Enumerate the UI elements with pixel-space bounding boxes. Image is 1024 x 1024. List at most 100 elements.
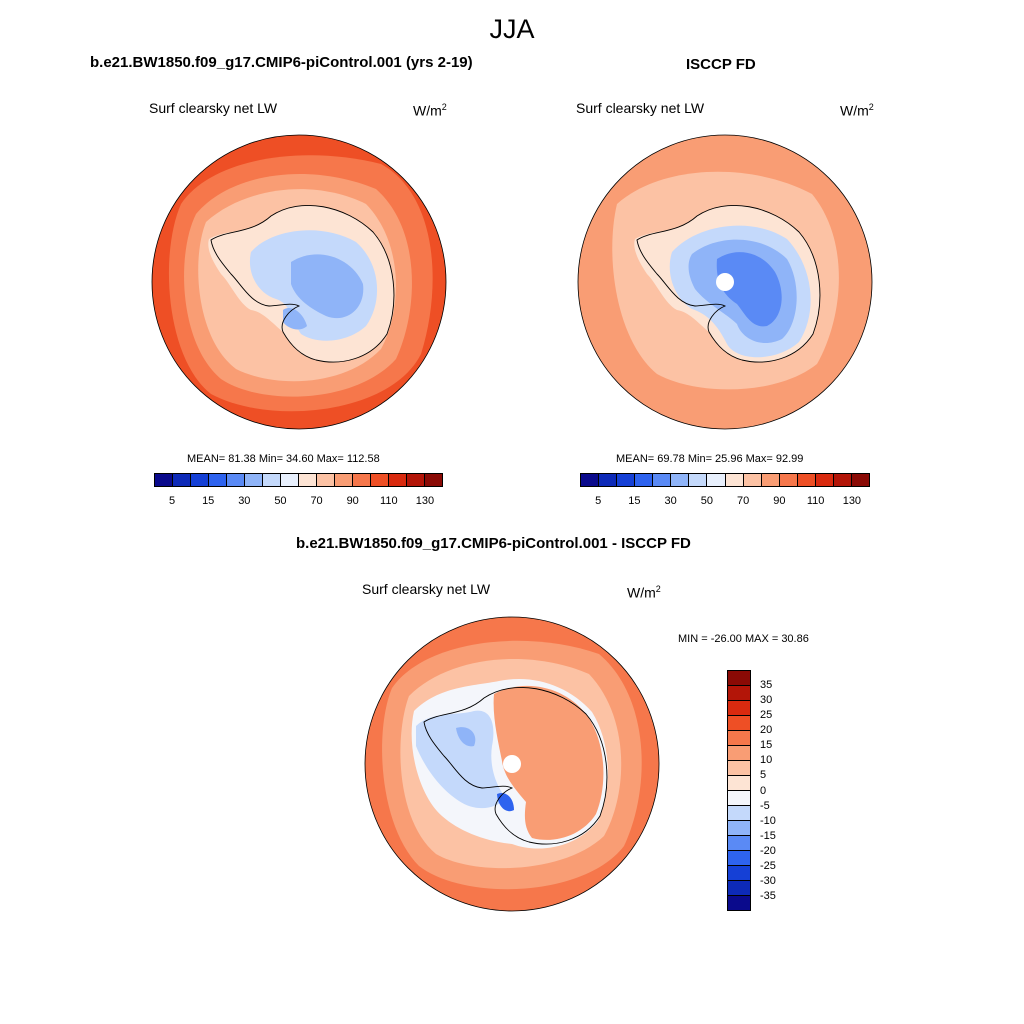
colorbar-tick-label: 70 — [737, 495, 750, 507]
obs-variable-label: Surf clearsky net LW — [576, 100, 705, 116]
colorbar-swatch — [728, 716, 750, 731]
colorbar-swatch — [281, 474, 299, 486]
colorbar-tick-label: -10 — [760, 814, 776, 827]
colorbar-swatch — [371, 474, 389, 486]
colorbar-tick-label: -5 — [760, 799, 770, 812]
colorbar-swatch — [389, 474, 407, 486]
figure-title: JJA — [489, 14, 535, 44]
colorbar-swatch — [728, 776, 750, 791]
diff-units-label: W/m2 — [627, 584, 661, 601]
colorbar-tick-label: 5 — [169, 495, 176, 507]
model-colorbar-ticks: 5 15 30 50 70 90 110 130 — [154, 495, 443, 509]
colorbar-swatch — [353, 474, 371, 486]
colorbar-swatch — [779, 474, 798, 486]
colorbar-swatch — [728, 746, 750, 761]
colorbar-tick-label: 15 — [760, 739, 773, 752]
colorbar-tick-label: 15 — [628, 495, 641, 507]
obs-panel-title: ISCCP FD — [686, 56, 756, 73]
obs-coastline — [636, 204, 821, 363]
colorbar-tick-label: -20 — [760, 844, 776, 857]
colorbar-tick-label: 10 — [760, 754, 773, 767]
diff-map-border — [364, 616, 660, 912]
colorbar-swatch — [155, 474, 173, 486]
colorbar-swatch — [653, 474, 672, 486]
diff-colorbar-ticks: 35 30 25 20 15 10 5 0 -5 -10 -15 -20 -25 -30 -35 — [760, 670, 800, 911]
colorbar-swatch — [407, 474, 425, 486]
colorbar-swatch — [173, 474, 191, 486]
model-polar-map — [151, 134, 447, 430]
colorbar-swatch — [227, 474, 245, 486]
colorbar-tick-label: 30 — [664, 495, 677, 507]
colorbar-tick-label: 25 — [760, 709, 773, 722]
obs-stats: MEAN= 69.78 Min= 25.96 Max= 92.99 — [616, 453, 804, 465]
model-map-border — [151, 134, 447, 430]
diff-stats: MIN = -26.00 MAX = 30.86 — [678, 633, 809, 645]
obs-polar-map — [577, 134, 873, 430]
diff-coastline — [423, 686, 608, 845]
colorbar-tick-label: 20 — [760, 724, 773, 737]
model-variable-label: Surf clearsky net LW — [149, 100, 278, 116]
colorbar-tick-label: 35 — [760, 679, 773, 692]
colorbar-swatch — [689, 474, 708, 486]
colorbar-tick-label: 50 — [274, 495, 287, 507]
diff-negative-west — [416, 710, 506, 809]
colorbar-swatch — [725, 474, 744, 486]
colorbar-swatch — [728, 851, 750, 866]
diff-pole-hole — [503, 755, 521, 773]
colorbar-swatch — [743, 474, 762, 486]
model-panel-title: b.e21.BW1850.f09_g17.CMIP6-piControl.001… — [90, 54, 473, 71]
colorbar-tick-label: 30 — [238, 495, 251, 507]
diff-polar-map — [364, 616, 660, 912]
model-interior-deep — [291, 254, 364, 319]
colorbar-swatch — [728, 821, 750, 836]
colorbar-swatch — [425, 474, 442, 486]
colorbar-swatch — [671, 474, 690, 486]
diff-colorbar — [727, 670, 751, 911]
colorbar-tick-label: 110 — [380, 495, 398, 507]
colorbar-tick-label: 70 — [310, 495, 323, 507]
colorbar-swatch — [209, 474, 227, 486]
colorbar-swatch — [728, 791, 750, 806]
obs-colorbar — [580, 473, 870, 487]
colorbar-swatch — [191, 474, 209, 486]
colorbar-swatch — [797, 474, 816, 486]
colorbar-swatch — [599, 474, 618, 486]
colorbar-swatch — [728, 866, 750, 881]
colorbar-tick-label: -15 — [760, 829, 776, 842]
colorbar-tick-label: 5 — [760, 769, 767, 782]
colorbar-tick-label: -30 — [760, 874, 776, 887]
colorbar-swatch — [299, 474, 317, 486]
colorbar-swatch — [728, 701, 750, 716]
colorbar-swatch — [263, 474, 281, 486]
colorbar-swatch — [728, 896, 750, 910]
colorbar-tick-label: 50 — [700, 495, 713, 507]
diff-east-antarctica-positive — [493, 685, 604, 840]
colorbar-tick-label: -35 — [760, 889, 776, 902]
colorbar-tick-label: -25 — [760, 859, 776, 872]
colorbar-swatch — [728, 686, 750, 701]
colorbar-swatch — [707, 474, 726, 486]
colorbar-tick-label: 90 — [346, 495, 359, 507]
model-coastline — [210, 204, 395, 363]
colorbar-swatch — [617, 474, 636, 486]
colorbar-tick-label: 30 — [760, 694, 773, 707]
colorbar-swatch — [245, 474, 263, 486]
diff-negative-strong-2 — [497, 792, 514, 812]
colorbar-swatch — [833, 474, 852, 486]
obs-colorbar-ticks: 5 15 30 50 70 90 110 130 — [580, 495, 870, 509]
colorbar-swatch — [851, 474, 869, 486]
model-units-label: W/m2 — [413, 102, 447, 119]
model-colorbar — [154, 473, 443, 487]
colorbar-swatch — [728, 806, 750, 821]
obs-units-label: W/m2 — [840, 102, 874, 119]
colorbar-tick-label: 15 — [202, 495, 215, 507]
diff-panel-title: b.e21.BW1850.f09_g17.CMIP6-piControl.001… — [296, 535, 691, 552]
colorbar-swatch — [815, 474, 834, 486]
colorbar-swatch — [581, 474, 600, 486]
colorbar-swatch — [761, 474, 780, 486]
colorbar-tick-label: 130 — [842, 495, 862, 507]
colorbar-swatch — [728, 731, 750, 746]
diff-negative-strong-1 — [456, 727, 476, 747]
colorbar-swatch — [728, 761, 750, 776]
obs-interior-core — [716, 252, 782, 327]
